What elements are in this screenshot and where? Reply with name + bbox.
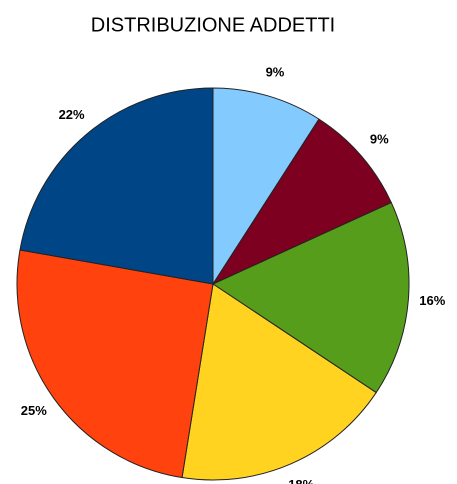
pie-slice [211, 118, 392, 286]
data-label: 25% [21, 403, 47, 418]
data-label: 16% [419, 293, 445, 308]
data-label: 9% [370, 131, 389, 146]
data-label: 22% [59, 107, 85, 122]
pie-slice [212, 87, 320, 286]
data-label: 9% [266, 64, 285, 79]
data-label: 18% [288, 477, 314, 484]
chart-title: DISTRIBUZIONE ADDETTI [91, 14, 335, 36]
pie-slice [181, 283, 377, 481]
pie-slice [19, 87, 214, 285]
pie-slice [16, 249, 214, 479]
pie-slice [211, 201, 410, 394]
